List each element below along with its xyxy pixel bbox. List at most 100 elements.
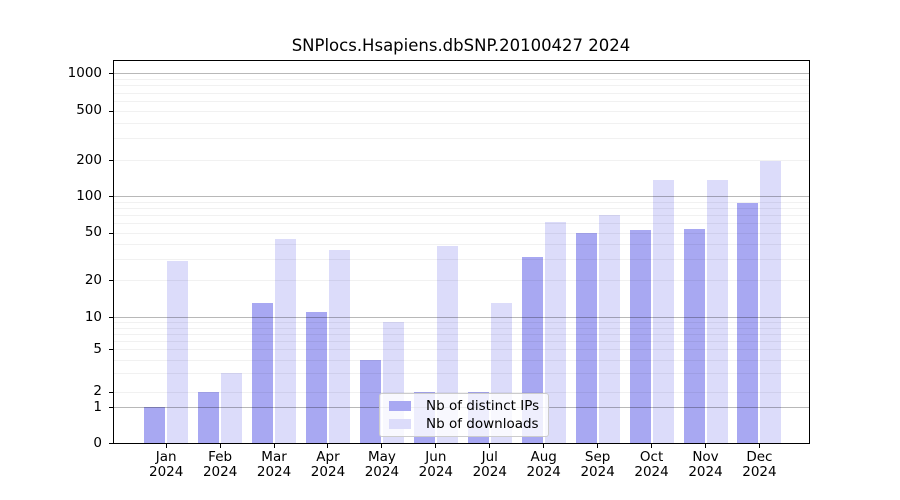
x-tick-month-oct: Oct	[639, 449, 664, 465]
bar-downloads-sep	[598, 214, 620, 443]
plot-area	[113, 60, 810, 444]
x-tick-month-sep: Sep	[584, 449, 611, 465]
x-tick-mark-oct	[651, 444, 653, 448]
y-tick-label-1000: 1000	[67, 64, 102, 81]
gridline-minor-300	[114, 138, 809, 140]
gridline-minor-70	[114, 214, 809, 216]
x-tick-month-nov: Nov	[692, 449, 719, 465]
x-tick-year-dec: 2024	[742, 464, 777, 480]
x-tick-year-apr: 2024	[310, 464, 346, 480]
x-tick-month-may: May	[367, 449, 396, 465]
bar-distinct-ips-dec	[737, 203, 759, 443]
x-tick-mark-apr	[327, 444, 329, 448]
x-tick-mark-sep	[597, 444, 599, 448]
bar-downloads-oct	[652, 179, 674, 443]
x-tick-month-apr: Apr	[316, 449, 340, 465]
x-tick-mark-dec	[758, 444, 760, 448]
x-tick-label-nov: Nov 2024	[674, 450, 738, 480]
gridline-major-100	[114, 196, 809, 197]
x-tick-label-oct: Oct 2024	[620, 450, 684, 480]
x-tick-month-dec: Dec	[746, 449, 773, 465]
y-tick-mark-200	[109, 160, 113, 161]
bar-distinct-ips-sep	[575, 232, 597, 443]
x-tick-mark-feb	[219, 444, 221, 448]
y-tick-label-20: 20	[84, 271, 102, 288]
bar-downloads-nov	[706, 180, 728, 443]
x-tick-mark-jun	[435, 444, 437, 448]
gridline-minor-50	[114, 232, 809, 234]
x-tick-year-aug: 2024	[526, 464, 561, 480]
y-tick-label-200: 200	[76, 151, 102, 168]
y-tick-mark-0	[109, 443, 113, 444]
bar-downloads-jan	[167, 260, 189, 443]
gridline-major-1000	[114, 73, 809, 75]
chart-title: SNPlocs.Hsapiens.dbSNP.20100427 2024	[291, 36, 631, 55]
y-tick-label-500: 500	[76, 102, 102, 119]
x-tick-year-may: 2024	[364, 464, 400, 480]
gridline-minor-7	[114, 333, 809, 335]
legend-label-downloads: Nb of downloads	[426, 416, 539, 432]
y-tick-mark-100	[109, 196, 113, 197]
y-tick-label-2: 2	[93, 383, 102, 400]
x-tick-month-mar: Mar	[261, 449, 287, 465]
x-tick-mark-jan	[165, 444, 167, 448]
gridline-minor-500	[114, 110, 809, 112]
legend-row-distinct-ips: Nb of distinct IPs	[389, 398, 539, 414]
x-tick-mark-jul	[489, 444, 491, 448]
legend-swatch-distinct-ips-icon	[389, 401, 411, 411]
x-tick-year-oct: 2024	[634, 464, 669, 480]
gridline-minor-800	[114, 85, 809, 87]
x-tick-label-may: May 2024	[350, 450, 414, 480]
gridline-minor-600	[114, 100, 809, 102]
gridline-minor-60	[114, 223, 809, 225]
x-tick-label-mar: Mar 2024	[242, 450, 306, 480]
y-tick-mark-1	[109, 407, 113, 408]
bar-distinct-ips-mar	[252, 303, 274, 443]
x-tick-month-aug: Aug	[530, 449, 557, 465]
y-tick-label-1: 1	[93, 398, 102, 415]
x-tick-mark-nov	[705, 444, 706, 448]
x-tick-month-jan: Jan	[155, 449, 177, 465]
gridline-major-10	[114, 317, 809, 319]
y-tick-label-10: 10	[84, 308, 102, 325]
x-tick-mark-aug	[543, 444, 545, 448]
bar-distinct-ips-nov	[683, 228, 705, 443]
gridline-minor-900	[114, 78, 809, 80]
x-tick-label-jun: Jun 2024	[404, 450, 468, 480]
gridline-minor-5	[114, 349, 809, 351]
legend-swatch-downloads-icon	[389, 419, 411, 429]
gridline-minor-6	[114, 340, 809, 342]
gridline-minor-4	[114, 359, 809, 361]
y-tick-label-0: 0	[93, 434, 102, 451]
gridline-minor-400	[114, 122, 809, 124]
y-tick-mark-5	[109, 349, 113, 351]
x-tick-year-mar: 2024	[256, 464, 292, 480]
x-tick-label-jul: Jul 2024	[458, 450, 522, 480]
y-tick-label-100: 100	[76, 187, 102, 204]
y-tick-mark-1000	[109, 73, 113, 75]
legend-row-downloads: Nb of downloads	[389, 416, 539, 432]
y-tick-label-5: 5	[93, 340, 102, 357]
bar-downloads-apr	[328, 249, 350, 443]
x-tick-label-dec: Dec 2024	[727, 450, 791, 480]
gridline-minor-30	[114, 259, 809, 261]
y-tick-mark-500	[109, 110, 113, 112]
x-tick-month-feb: Feb	[208, 449, 233, 465]
gridline-minor-200	[114, 160, 809, 161]
y-tick-mark-50	[109, 232, 113, 234]
gridline-minor-8	[114, 327, 809, 329]
x-tick-label-jan: Jan 2024	[134, 450, 198, 480]
x-tick-year-jun: 2024	[418, 464, 454, 480]
gridline-minor-20	[114, 280, 809, 281]
x-tick-year-jul: 2024	[472, 464, 507, 480]
gridline-minor-40	[114, 244, 809, 246]
gridline-minor-9	[114, 322, 809, 324]
x-tick-mark-mar	[273, 444, 275, 448]
bar-distinct-ips-oct	[629, 229, 651, 443]
x-tick-month-jul: Jul	[481, 449, 498, 465]
bar-downloads-dec	[760, 160, 782, 443]
legend-label-distinct-ips: Nb of distinct IPs	[426, 398, 540, 414]
y-tick-label-50: 50	[84, 224, 102, 241]
x-tick-year-feb: 2024	[202, 464, 238, 480]
